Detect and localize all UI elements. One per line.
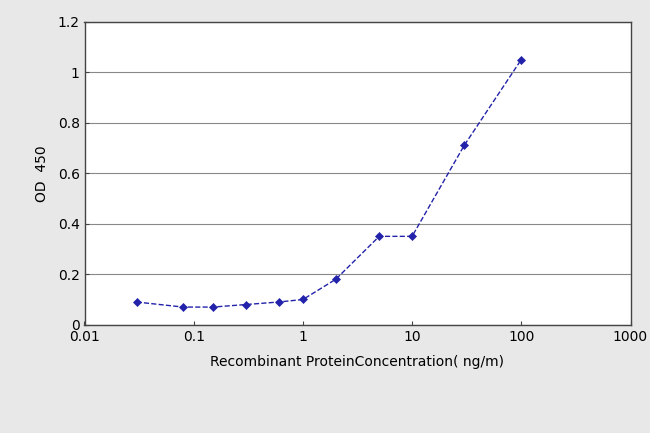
Y-axis label: OD  450: OD 450 <box>35 145 49 201</box>
X-axis label: Recombinant ProteinConcentration( ng/m): Recombinant ProteinConcentration( ng/m) <box>211 355 504 369</box>
